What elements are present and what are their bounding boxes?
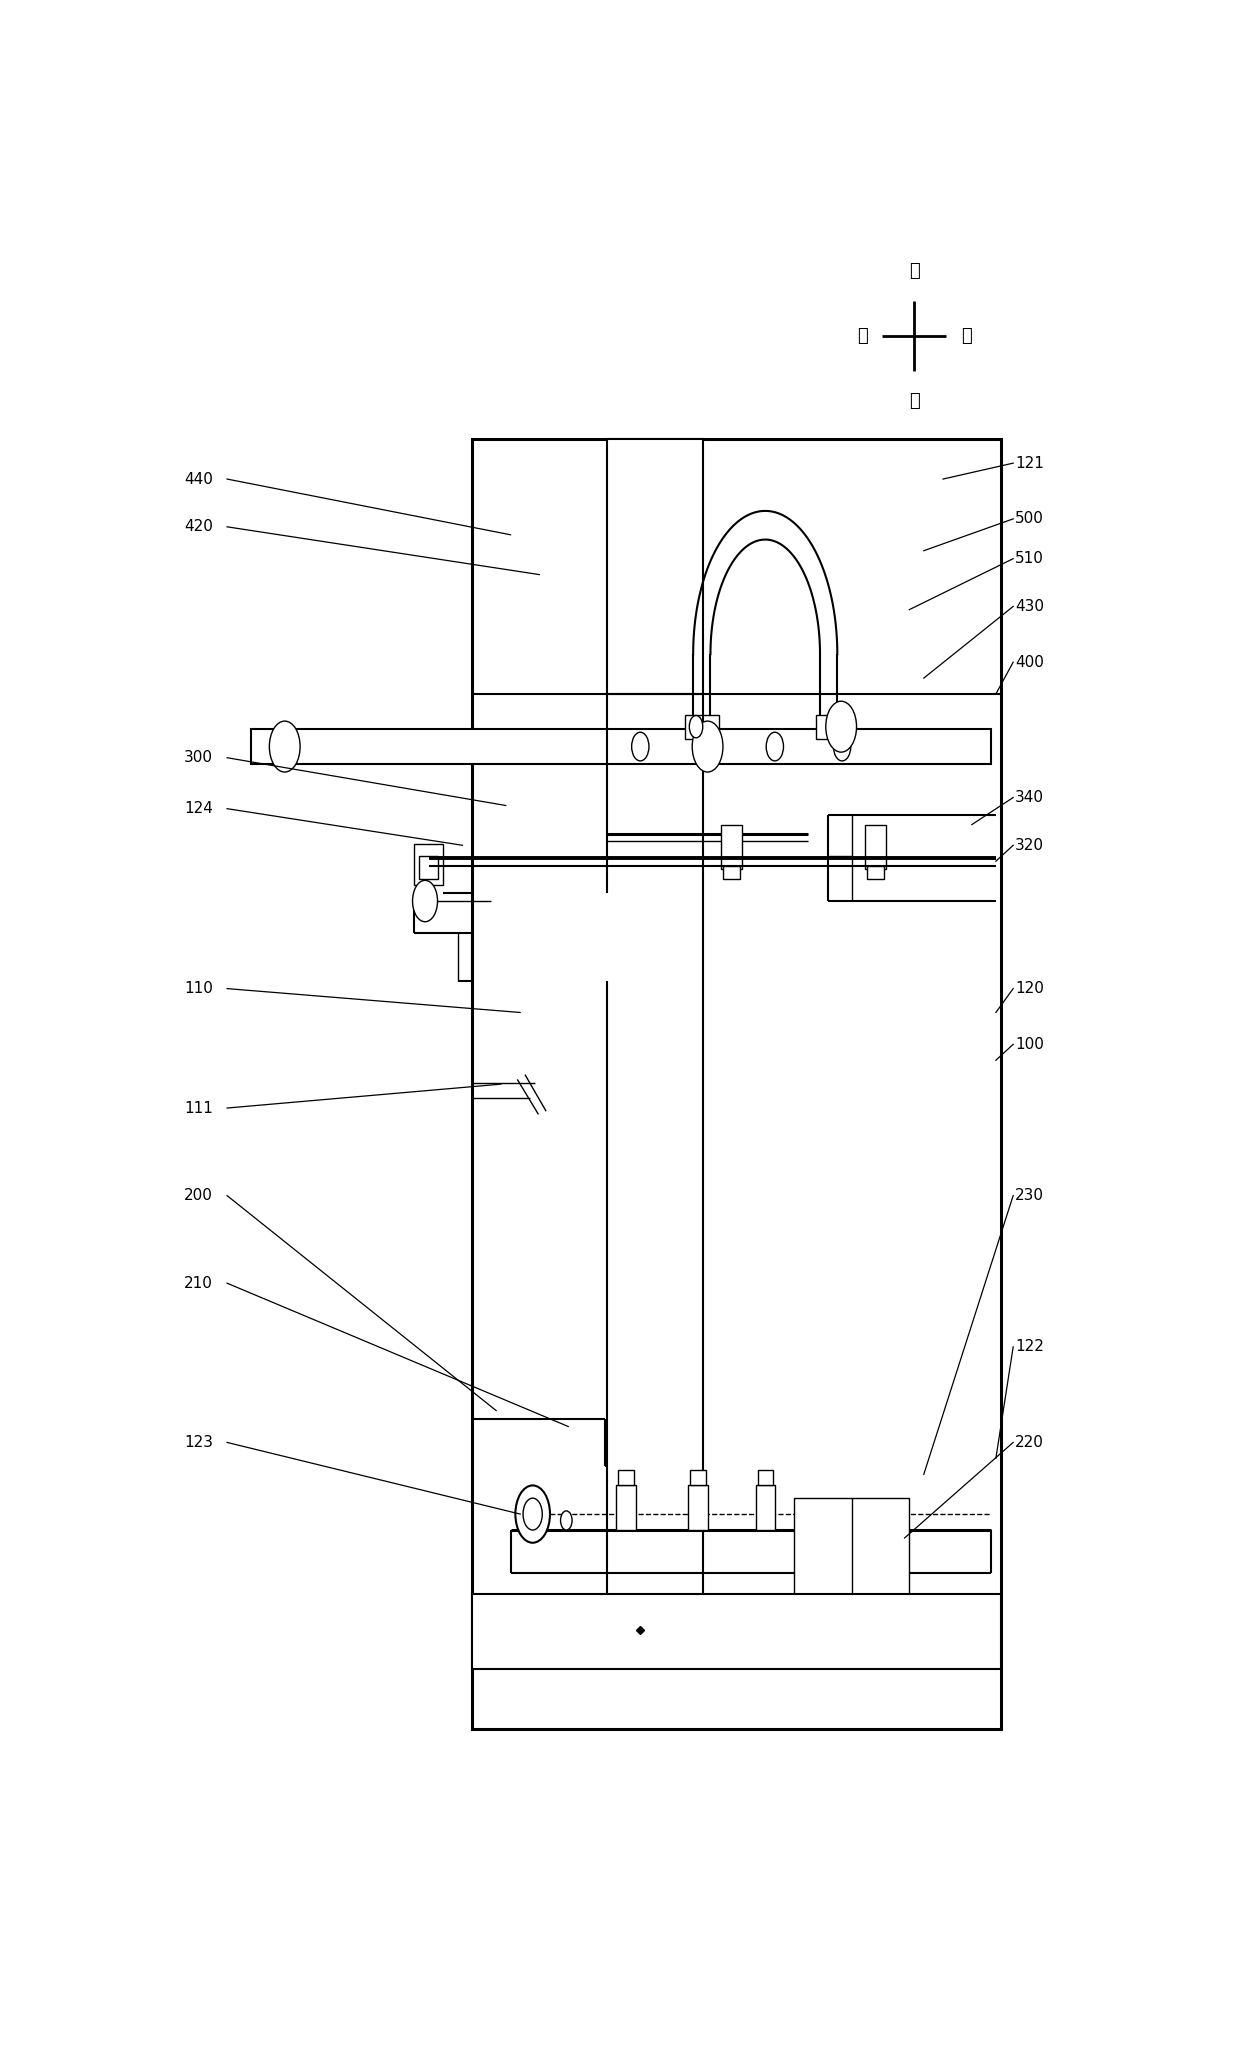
Circle shape — [413, 881, 438, 922]
Bar — [686, 716, 719, 738]
Bar — [816, 716, 844, 738]
Text: 120: 120 — [1016, 980, 1044, 997]
Text: 430: 430 — [1016, 600, 1044, 614]
Text: 后: 后 — [961, 327, 971, 345]
Text: 122: 122 — [1016, 1340, 1044, 1355]
Bar — [606, 438, 703, 695]
Circle shape — [516, 1485, 551, 1543]
Text: 前: 前 — [857, 327, 868, 345]
Bar — [866, 825, 887, 869]
Bar — [691, 1470, 706, 1485]
Text: 121: 121 — [1016, 455, 1044, 472]
Text: 500: 500 — [1016, 511, 1044, 527]
Bar — [758, 1470, 773, 1485]
Bar — [688, 1485, 708, 1530]
Circle shape — [277, 732, 294, 761]
Circle shape — [826, 701, 857, 753]
Bar — [723, 866, 740, 879]
Text: 123: 123 — [184, 1435, 213, 1450]
Text: 110: 110 — [184, 980, 213, 997]
Circle shape — [833, 732, 851, 761]
Circle shape — [269, 722, 300, 771]
Bar — [501, 972, 606, 1204]
Circle shape — [689, 716, 703, 738]
Text: 300: 300 — [184, 751, 213, 765]
Bar — [619, 1470, 634, 1485]
Circle shape — [832, 711, 851, 742]
Bar — [867, 866, 884, 879]
Bar — [250, 730, 991, 763]
Circle shape — [523, 1497, 542, 1530]
Text: 100: 100 — [1016, 1036, 1044, 1053]
Bar — [472, 438, 1001, 1729]
Text: 230: 230 — [1016, 1189, 1044, 1204]
Text: 440: 440 — [184, 472, 213, 486]
Bar — [794, 1497, 909, 1601]
Circle shape — [560, 1512, 572, 1530]
Text: 124: 124 — [184, 800, 213, 817]
Text: 210: 210 — [184, 1276, 213, 1290]
Bar — [720, 825, 743, 869]
Text: 510: 510 — [1016, 552, 1044, 567]
Text: 340: 340 — [1016, 790, 1044, 804]
Text: 220: 220 — [1016, 1435, 1044, 1450]
Text: 111: 111 — [184, 1100, 213, 1115]
Bar — [414, 844, 444, 885]
Text: 下: 下 — [909, 391, 920, 409]
Text: 420: 420 — [184, 519, 213, 534]
Bar — [616, 1485, 635, 1530]
Circle shape — [692, 722, 723, 771]
Bar — [419, 856, 439, 879]
Circle shape — [631, 732, 649, 761]
Text: 320: 320 — [1016, 838, 1044, 852]
Text: 上: 上 — [909, 263, 920, 279]
Circle shape — [699, 732, 717, 761]
Circle shape — [766, 732, 784, 761]
Text: 400: 400 — [1016, 656, 1044, 670]
Bar — [755, 1485, 775, 1530]
Bar — [472, 1594, 1001, 1669]
Text: 200: 200 — [184, 1189, 213, 1204]
